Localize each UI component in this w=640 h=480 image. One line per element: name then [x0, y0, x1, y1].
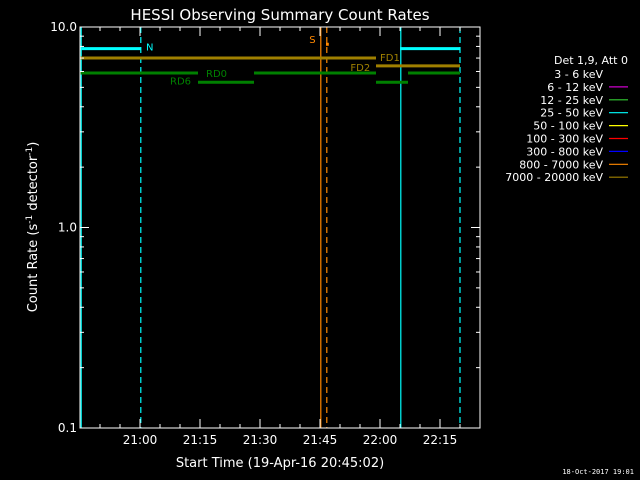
- legend-entry-label: 100 - 300 keV: [526, 133, 603, 146]
- y-tick-label: 10.0: [50, 20, 77, 34]
- y-tick-label: 0.1: [58, 421, 77, 435]
- flag-label-n: N: [146, 42, 153, 53]
- flag-label-s: S: [309, 35, 315, 46]
- data-layer: N S FD1 FD2 RD0 RD6: [80, 27, 461, 428]
- axis-layer: 0.1 1.0 10.0 21:00 21:15 21:30 21:45 22:00 22:15: [50, 20, 480, 447]
- y-label-mid: detector: [26, 155, 41, 215]
- y-tick-label: 1.0: [58, 221, 77, 235]
- legend-entry-label: 6 - 12 keV: [547, 81, 603, 94]
- legend-entry-label: 12 - 25 keV: [540, 94, 603, 107]
- footer-timestamp: 18-Oct-2017 19:01: [562, 468, 634, 476]
- y-axis-label: Count Rate (s-1 detector-1): [25, 142, 41, 313]
- x-axis-label: Start Time (19-Apr-16 20:45:02): [176, 456, 384, 471]
- y-label-sup1: -1: [25, 215, 35, 224]
- legend-entry-label: 800 - 7000 keV: [519, 158, 603, 171]
- y-label-prefix: Count Rate (s: [26, 224, 41, 313]
- flag-label-fd2: FD2: [350, 63, 370, 74]
- plot-frame: [79, 26, 481, 429]
- x-tick-label: 21:15: [183, 433, 218, 447]
- flag-label-rd6: RD6: [170, 77, 191, 88]
- x-tick-label: 22:15: [423, 433, 458, 447]
- legend-title: Det 1,9, Att 0: [554, 54, 628, 67]
- legend-entry-label: 3 - 6 keV: [554, 68, 603, 81]
- y-label-suffix: ): [26, 142, 41, 147]
- x-tick-label: 21:00: [123, 433, 158, 447]
- x-tick-label: 21:45: [303, 433, 338, 447]
- legend-entry-label: 50 - 100 keV: [533, 120, 603, 133]
- legend-entry-label: 300 - 800 keV: [526, 145, 603, 158]
- x-tick-label: 21:30: [243, 433, 278, 447]
- chart-title: HESSI Observing Summary Count Rates: [130, 6, 429, 24]
- y-label-sup2: -1: [25, 147, 35, 156]
- flag-label-rd0: RD0: [206, 69, 227, 80]
- legend-entry-label: 7000 - 20000 keV: [505, 171, 603, 184]
- flag-label-fd1: FD1: [380, 53, 400, 64]
- x-tick-label: 22:00: [363, 433, 398, 447]
- legend-entry-label: 25 - 50 keV: [540, 107, 603, 120]
